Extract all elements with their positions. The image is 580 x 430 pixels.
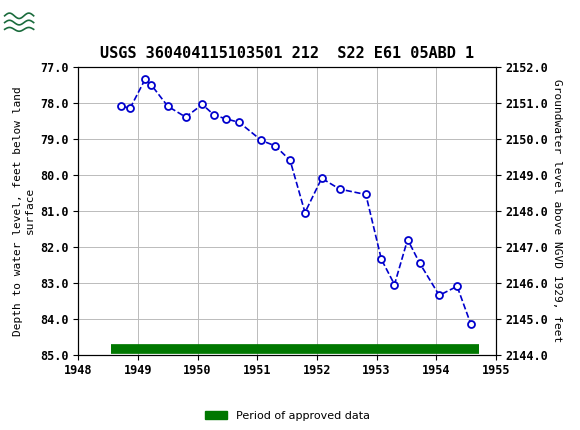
Title: USGS 360404115103501 212  S22 E61 05ABD 1: USGS 360404115103501 212 S22 E61 05ABD 1 bbox=[100, 46, 474, 61]
Legend: Period of approved data: Period of approved data bbox=[200, 406, 374, 426]
Y-axis label: Depth to water level, feet below land
surface: Depth to water level, feet below land su… bbox=[13, 86, 35, 335]
Y-axis label: Groundwater level above NGVD 1929, feet: Groundwater level above NGVD 1929, feet bbox=[552, 79, 562, 342]
Text: USGS: USGS bbox=[38, 14, 93, 31]
FancyBboxPatch shape bbox=[3, 3, 70, 42]
